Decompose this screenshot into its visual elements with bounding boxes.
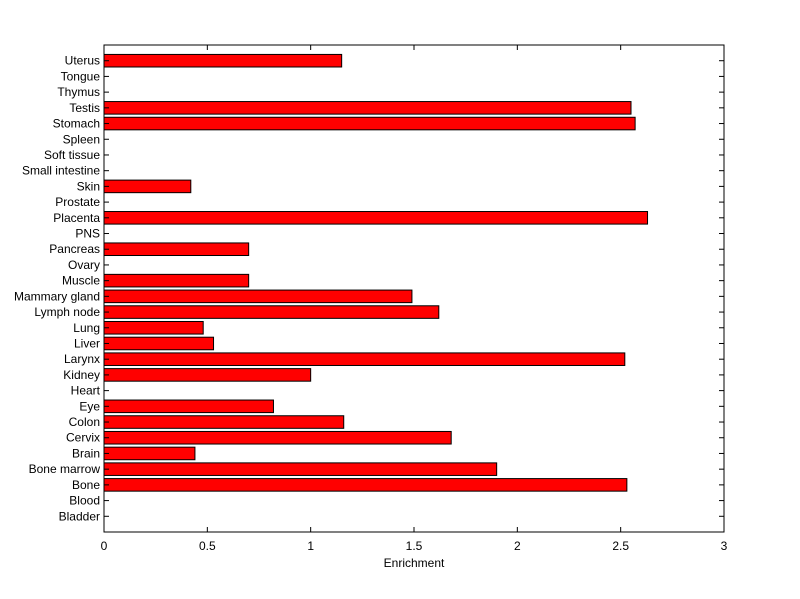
y-tick-label-testis: Testis bbox=[69, 101, 100, 115]
bar-skin bbox=[103, 179, 192, 194]
y-tick-label-soft-tissue: Soft tissue bbox=[44, 148, 100, 162]
y-tick-label-liver: Liver bbox=[74, 336, 100, 350]
y-tick-label-bladder: Bladder bbox=[59, 509, 100, 523]
plot-area-frame bbox=[103, 44, 725, 533]
x-tick-label: 2.5 bbox=[612, 539, 629, 553]
x-tick-label: 1 bbox=[307, 539, 314, 553]
y-tick-label-uterus: Uterus bbox=[65, 54, 100, 68]
y-tick-label-thymus: Thymus bbox=[57, 85, 100, 99]
y-tick-label-placenta: Placenta bbox=[53, 211, 100, 225]
y-tick-label-cervix: Cervix bbox=[66, 431, 100, 445]
bar-kidney bbox=[103, 368, 312, 382]
bar-stomach bbox=[103, 116, 636, 131]
bar-bone bbox=[103, 478, 628, 492]
y-tick-label-mammary-gland: Mammary gland bbox=[14, 289, 100, 303]
y-tick-label-pancreas: Pancreas bbox=[49, 242, 100, 256]
bar-brain bbox=[103, 446, 196, 461]
bar-eye bbox=[103, 399, 274, 414]
y-tick-label-pns: PNS bbox=[75, 227, 100, 241]
y-tick-label-tongue: Tongue bbox=[61, 69, 101, 83]
y-tick-label-lymph-node: Lymph node bbox=[34, 305, 100, 319]
bar-mammary-gland bbox=[103, 289, 413, 304]
bar-liver bbox=[103, 336, 215, 351]
bar-uterus bbox=[103, 53, 343, 68]
y-tick-label-spleen: Spleen bbox=[63, 132, 100, 146]
y-tick-label-larynx: Larynx bbox=[64, 352, 100, 366]
bar-larynx bbox=[103, 352, 626, 366]
bar-pancreas bbox=[103, 242, 250, 257]
y-tick-label-muscle: Muscle bbox=[62, 274, 100, 288]
bar-testis bbox=[103, 101, 632, 115]
x-tick-label: 0 bbox=[101, 539, 108, 553]
y-tick-label-kidney: Kidney bbox=[63, 368, 100, 382]
y-tick-label-lung: Lung bbox=[73, 321, 100, 335]
x-ticks-group: 0 0.5 1 1.5 2 2.5 3 bbox=[101, 45, 728, 553]
y-tick-label-blood: Blood bbox=[69, 494, 100, 508]
y-tick-label-stomach: Stomach bbox=[53, 117, 100, 131]
bar-placenta bbox=[103, 211, 649, 225]
y-tick-label-eye: Eye bbox=[79, 399, 100, 413]
y-tick-label-prostate: Prostate bbox=[55, 195, 100, 209]
x-tick-label: 0.5 bbox=[199, 539, 216, 553]
y-tick-label-colon: Colon bbox=[69, 415, 100, 429]
y-tick-label-heart: Heart bbox=[71, 384, 101, 398]
bar-lymph-node bbox=[103, 305, 440, 319]
x-axis-label: Enrichment bbox=[384, 556, 445, 570]
y-tick-label-skin: Skin bbox=[77, 179, 100, 193]
bar-muscle bbox=[103, 273, 250, 288]
bar-lung bbox=[103, 320, 204, 335]
x-tick-label: 3 bbox=[721, 539, 728, 553]
y-tick-label-bone-marrow: Bone marrow bbox=[29, 462, 101, 476]
x-tick-label: 1.5 bbox=[406, 539, 423, 553]
y-tick-label-ovary: Ovary bbox=[68, 258, 100, 272]
bar-bone-marrow bbox=[103, 462, 498, 476]
bar-colon bbox=[103, 415, 345, 429]
bar-cervix bbox=[103, 430, 452, 445]
x-tick-label: 2 bbox=[514, 539, 521, 553]
y-tick-label-brain: Brain bbox=[72, 446, 100, 460]
y-tick-label-small-intestine: Small intestine bbox=[22, 164, 100, 178]
y-tick-label-bone: Bone bbox=[72, 478, 100, 492]
